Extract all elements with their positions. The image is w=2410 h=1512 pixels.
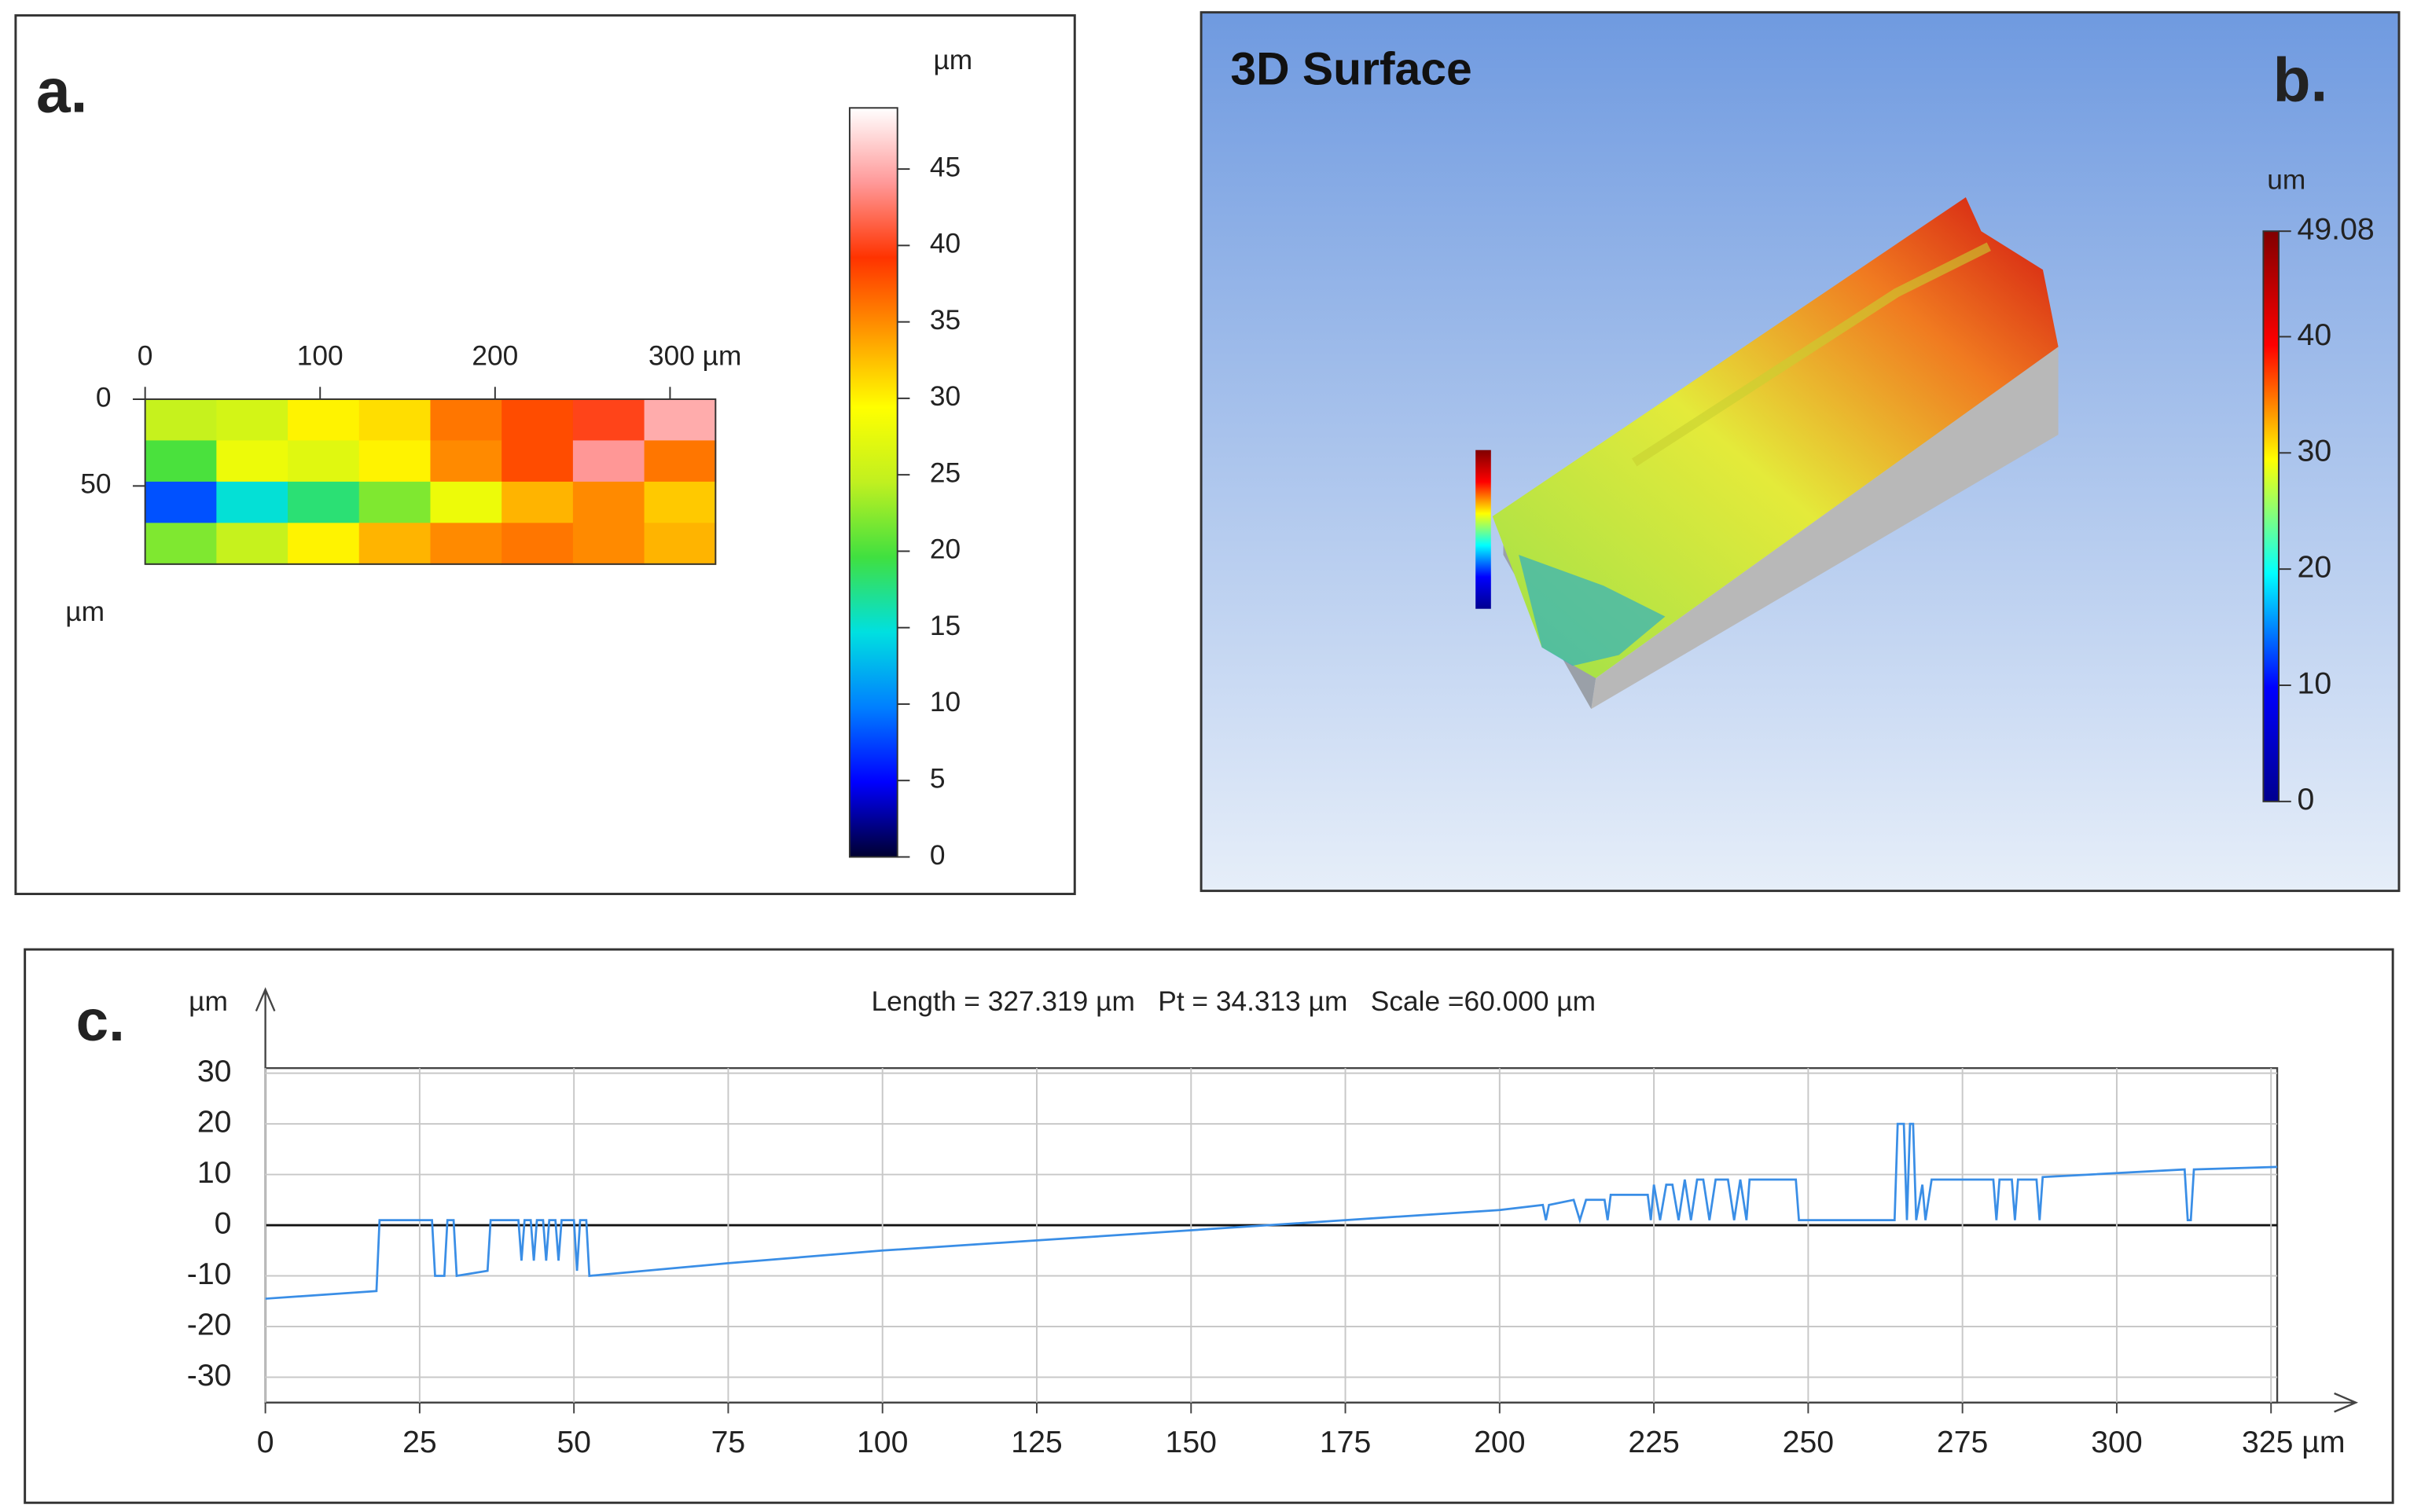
colorbar-tick-label: 0 <box>2298 782 2315 817</box>
colorbar-tick-label: 40 <box>2298 317 2332 352</box>
heatmap-cell <box>145 523 218 565</box>
heatmap-cell <box>288 523 360 565</box>
heatmap-cell <box>216 398 289 442</box>
heatmap-cell <box>501 481 574 524</box>
surface-top <box>1492 197 2059 678</box>
y-tick-label: 20 <box>197 1104 232 1139</box>
x-tick-label: 175 <box>1320 1425 1371 1459</box>
panel-label: c. <box>76 988 125 1053</box>
heatmap-cell <box>572 398 645 442</box>
panel-label: a. <box>36 56 87 125</box>
x-tick-label: 0 <box>138 340 153 371</box>
heatmap-cell <box>430 398 503 442</box>
annotation: Length = 327.319 µm Pt = 34.313 µm Scale… <box>872 986 1596 1017</box>
y-tick-label: 0 <box>96 382 112 413</box>
heatmap-cell <box>216 481 289 524</box>
heatmap-cell <box>644 398 717 442</box>
chart-title: 3D Surface <box>1230 44 1471 95</box>
colorbar-tick-label: 30 <box>930 381 961 412</box>
x-tick-label: 75 <box>711 1425 746 1459</box>
colorbar-tick-label: 15 <box>930 611 961 641</box>
colorbar-tick-label: 45 <box>930 152 961 182</box>
surface-low <box>1519 555 1666 666</box>
heatmap-cell <box>501 398 574 442</box>
y-tick-label: -20 <box>187 1307 232 1341</box>
x-tick-label: 125 <box>1011 1425 1062 1459</box>
heatmap-cell <box>216 523 289 565</box>
heatmap-cell <box>358 398 432 442</box>
heatmap-cell <box>501 523 574 565</box>
colorbar-tick-label: 30 <box>2298 434 2332 468</box>
x-tick-label: 150 <box>1166 1425 1217 1459</box>
plot-frame <box>144 398 717 565</box>
heatmap-cell <box>288 481 360 524</box>
heatmap-cell <box>572 481 645 524</box>
heatmap-cell <box>644 523 717 565</box>
heatmap-cell <box>572 523 645 565</box>
x-tick-label: 200 <box>472 340 518 371</box>
y-tick-label: 0 <box>215 1206 232 1240</box>
surface-side <box>1591 347 2059 710</box>
colorbar-tick-label: 20 <box>2298 550 2332 585</box>
heatmap-cell <box>145 481 218 524</box>
colorbar-unit: µm <box>933 45 972 75</box>
x-tick-label: 300 µm <box>648 340 741 371</box>
colorbar-tick-label: 5 <box>930 764 946 795</box>
colorbar-tick-label: 35 <box>930 305 961 336</box>
colorbar-tick-label: 10 <box>930 687 961 717</box>
heatmap-cell <box>644 440 717 483</box>
colorbar-tick-label: 40 <box>930 229 961 259</box>
y-tick-label: 30 <box>197 1054 232 1088</box>
x-tick-label: 325 µm <box>2242 1425 2346 1459</box>
x-tick-label: 25 <box>402 1425 437 1459</box>
x-tick-label: 100 <box>857 1425 908 1459</box>
colorbar-tick-label: 0 <box>930 840 946 871</box>
heatmap-cell <box>358 523 432 565</box>
heatmap-cell <box>288 398 360 442</box>
x-tick-label: 275 <box>1937 1425 1988 1459</box>
x-tick-label: 100 <box>297 340 343 371</box>
heatmap-cell <box>145 440 218 483</box>
y-axis-label: µm <box>65 596 105 627</box>
heatmap-cell <box>644 481 717 524</box>
heatmap-cell <box>430 523 503 565</box>
x-tick-label: 250 <box>1783 1425 1834 1459</box>
heatmap-cell <box>288 440 360 483</box>
y-tick-label: 50 <box>80 469 111 500</box>
colorbar-tick-label: 10 <box>2298 666 2332 700</box>
colorbar-tick-label: 25 <box>930 457 961 488</box>
heatmap-cell <box>572 440 645 483</box>
x-tick-label: 0 <box>257 1425 274 1459</box>
heatmap-cell <box>358 481 432 524</box>
x-tick-label: 300 <box>2091 1425 2142 1459</box>
y-tick-label: -10 <box>187 1257 232 1291</box>
heatmap-cell <box>501 440 574 483</box>
x-tick-label: 225 <box>1628 1425 1679 1459</box>
y-tick-label: 10 <box>197 1155 232 1190</box>
mini-colorbar <box>1475 450 1491 609</box>
heatmap-cell <box>430 481 503 524</box>
colorbar <box>2262 230 2280 802</box>
y-axis-label: µm <box>189 986 228 1017</box>
heatmap-cell <box>216 440 289 483</box>
heatmap-cell <box>430 440 503 483</box>
colorbar-tick-label: 20 <box>930 534 961 565</box>
x-tick-label: 50 <box>557 1425 591 1459</box>
heatmap-cell <box>358 440 432 483</box>
surface-ridge <box>1632 242 1991 467</box>
colorbar <box>848 107 898 858</box>
x-tick-label: 200 <box>1474 1425 1525 1459</box>
colorbar-tick-label: 49.08 <box>2298 212 2375 247</box>
panel-label: b. <box>2273 46 2328 115</box>
y-tick-label: -30 <box>187 1358 232 1393</box>
profile-line <box>265 1122 2278 1300</box>
heatmap-cell <box>145 398 218 442</box>
colorbar-unit: um <box>2267 165 2305 196</box>
